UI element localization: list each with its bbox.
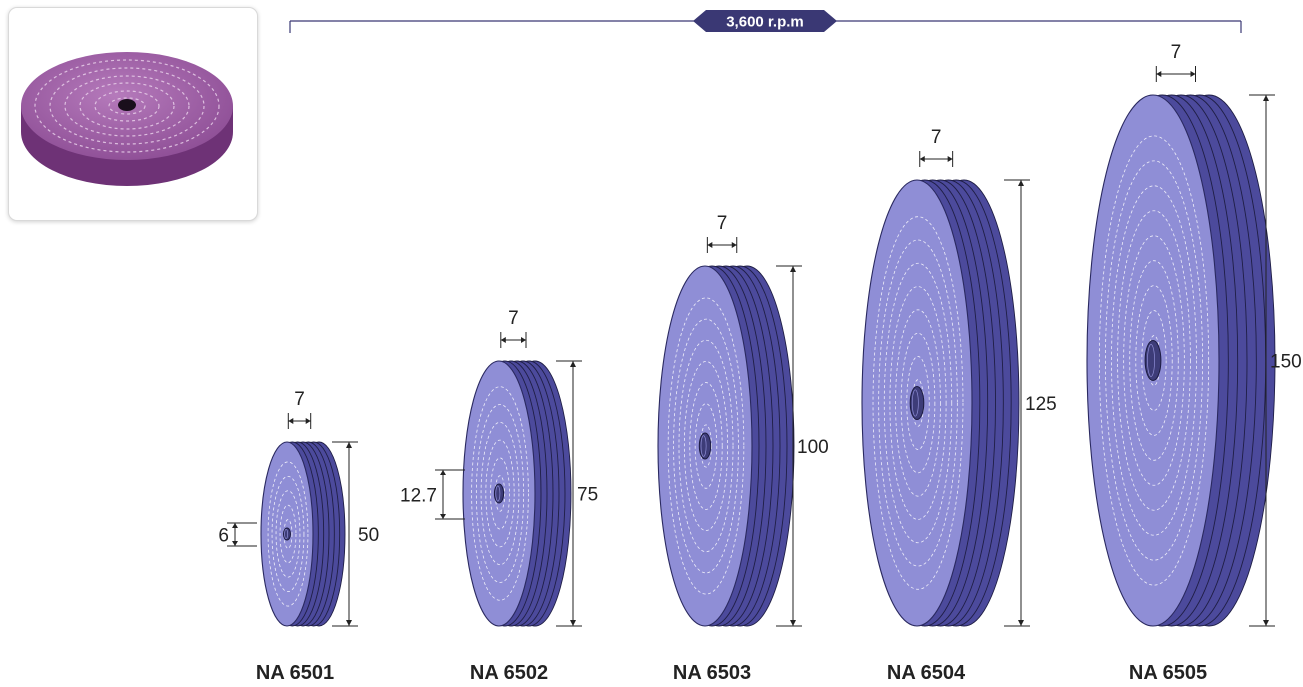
stitch-ring bbox=[694, 403, 718, 489]
stitch-ring bbox=[895, 309, 941, 497]
wheel-5: 7 150 NA 6505 bbox=[1086, 42, 1302, 684]
diameter-label: 150 bbox=[1270, 352, 1302, 373]
stitch-ring bbox=[480, 421, 520, 566]
bore-label: 6 bbox=[218, 526, 229, 547]
stitch-ring bbox=[689, 382, 723, 510]
arbor-hole bbox=[493, 483, 505, 504]
speed-bracket: 3,600 r.p.m bbox=[289, 10, 1242, 33]
stitch-ring bbox=[279, 504, 297, 564]
arbor-hole-inner bbox=[911, 389, 919, 417]
stitch-ring bbox=[683, 360, 729, 531]
arbor-hole-inner bbox=[700, 435, 707, 457]
diameter-dimension bbox=[1004, 179, 1030, 627]
stitch-ring bbox=[471, 386, 529, 601]
diameter-label: 75 bbox=[577, 485, 598, 506]
stitch-ring bbox=[494, 475, 506, 512]
width-dimension bbox=[706, 237, 738, 253]
stitch-ring bbox=[673, 318, 739, 574]
width-label: 7 bbox=[1171, 42, 1182, 63]
stitch-ring bbox=[485, 439, 515, 548]
diameter-label: 100 bbox=[797, 437, 829, 458]
stitch-ring bbox=[667, 297, 745, 595]
width-dimension bbox=[1155, 66, 1196, 82]
stitch-ring bbox=[1098, 135, 1210, 586]
stitch-ring bbox=[275, 490, 301, 578]
diameter-dimension bbox=[1249, 94, 1275, 627]
model-label: NA 6504 bbox=[887, 662, 966, 684]
arbor-hole bbox=[909, 386, 925, 420]
width-label: 7 bbox=[294, 389, 305, 410]
arbor-hole-inner bbox=[495, 485, 501, 502]
width-dimension bbox=[919, 151, 954, 167]
stitch-ring bbox=[1123, 235, 1185, 486]
stitch-ring bbox=[475, 404, 525, 583]
arbor-hole bbox=[283, 527, 291, 541]
model-label: NA 6502 bbox=[470, 662, 548, 684]
diameter-label: 125 bbox=[1025, 394, 1057, 415]
stitch-ring bbox=[271, 475, 305, 593]
model-label: NA 6505 bbox=[1129, 662, 1207, 684]
model-label: NA 6501 bbox=[256, 662, 334, 684]
arbor-hole bbox=[698, 432, 712, 460]
buffing-wheel-photo bbox=[21, 52, 233, 186]
width-label: 7 bbox=[931, 127, 942, 148]
diameter-dimension bbox=[556, 360, 582, 627]
wheel-3: 7 100 NA 6503 bbox=[657, 213, 829, 684]
stitch-ring bbox=[267, 461, 309, 607]
stitch-ring bbox=[1105, 160, 1203, 561]
arbor-hole-inner bbox=[284, 528, 289, 540]
stitch-ring bbox=[490, 457, 510, 530]
stitch-ring bbox=[883, 262, 953, 544]
width-dimension bbox=[287, 413, 312, 429]
stitch-ring bbox=[1117, 210, 1191, 511]
wheel-4: 7 125 NA 6504 bbox=[861, 127, 1057, 684]
diameter-label: 50 bbox=[358, 525, 379, 546]
stitch-ring bbox=[878, 239, 958, 567]
stitch-ring bbox=[1135, 285, 1173, 436]
speed-label: 3,600 r.p.m bbox=[726, 14, 804, 31]
wheel-1: 7 50 6 NA 6501 bbox=[218, 389, 379, 684]
arbor-hole bbox=[1144, 340, 1162, 381]
bore-dimension bbox=[435, 469, 465, 520]
diameter-dimension bbox=[776, 265, 802, 627]
product-photo-card bbox=[8, 7, 258, 221]
width-label: 7 bbox=[717, 213, 728, 234]
bore-label: 12.7 bbox=[400, 486, 437, 507]
stitch-ring bbox=[889, 286, 947, 520]
wheel-2: 7 75 12.7 NA 6502 bbox=[400, 308, 598, 684]
stitch-ring bbox=[1129, 260, 1179, 461]
stitch-ring bbox=[678, 339, 734, 553]
diameter-dimension bbox=[332, 441, 358, 627]
stitch-ring bbox=[906, 356, 930, 450]
width-dimension bbox=[500, 332, 527, 348]
model-label: NA 6503 bbox=[673, 662, 751, 684]
stitch-ring bbox=[1111, 185, 1197, 536]
stitch-ring bbox=[283, 519, 293, 549]
arbor-hole-inner bbox=[1147, 344, 1155, 377]
stitch-ring bbox=[1141, 310, 1167, 411]
stitch-ring bbox=[872, 216, 964, 590]
stitch-ring bbox=[900, 332, 936, 474]
width-label: 7 bbox=[508, 308, 519, 329]
speed-badge bbox=[693, 10, 837, 32]
bore-dimension bbox=[227, 522, 257, 547]
